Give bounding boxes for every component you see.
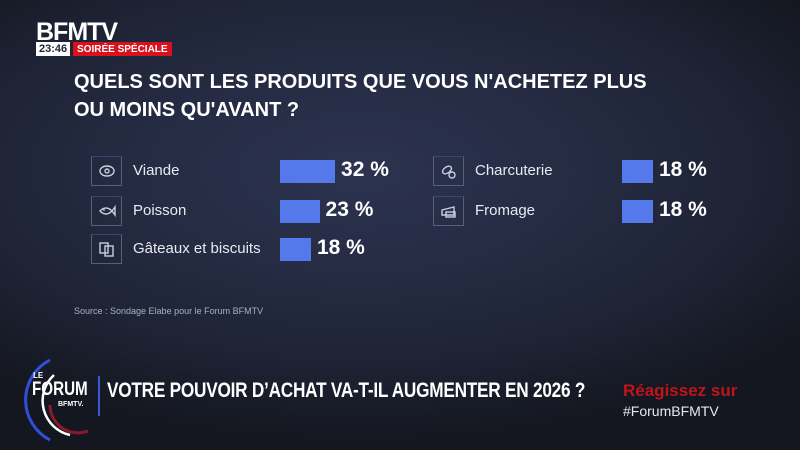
- category-label: Viande: [133, 162, 180, 179]
- chart-title: QUELS SONT LES PRODUITS QUE VOUS N'ACHET…: [74, 71, 647, 121]
- chart-row: Fromage 18 %: [433, 196, 763, 226]
- chart-row: Charcuterie 18 %: [433, 156, 763, 186]
- bar: [280, 160, 336, 183]
- category-label: Charcuterie: [475, 162, 553, 179]
- banner-headline: VOTRE POUVOIR D’ACHAT VA-T-IL AUGMENTER …: [107, 379, 586, 402]
- forum-arc-icon: [24, 358, 89, 442]
- chart-row: Viande 32 %: [91, 156, 421, 186]
- logo-forum: FORUM: [32, 379, 88, 400]
- bar: [622, 160, 653, 183]
- channel-logo: BFMTV: [36, 18, 118, 46]
- value-label: 23 %: [325, 198, 374, 221]
- bar: [280, 200, 320, 223]
- sausage-icon: [433, 156, 464, 186]
- bar: [280, 238, 311, 261]
- fish-icon: [91, 196, 122, 226]
- cookies-icon: [91, 234, 122, 264]
- chart-source: Source : Sondage Elabe pour le Forum BFM…: [74, 306, 264, 316]
- forum-logo: LE FORUM BFMTV.: [20, 355, 100, 445]
- chart-row: Gâteaux et biscuits 18 %: [91, 234, 421, 264]
- value-label: 32 %: [341, 158, 389, 181]
- category-label: Gâteaux et biscuits: [133, 240, 261, 257]
- hashtag: #ForumBFMTV: [623, 403, 719, 419]
- react-label: Réagissez sur: [623, 381, 738, 400]
- value-label: 18 %: [316, 236, 365, 259]
- program-badge: SOIRÉE SPÉCIALE: [73, 42, 172, 56]
- meat-icon: [91, 156, 122, 186]
- cheese-icon: [433, 196, 464, 226]
- category-label: Poisson: [133, 202, 187, 219]
- value-label: 18 %: [658, 198, 707, 221]
- clock: 23:46: [36, 42, 71, 56]
- logo-bfmtv: BFMTV.: [58, 401, 84, 408]
- banner-divider: [98, 376, 100, 416]
- chart-row: Poisson 23 %: [91, 196, 421, 226]
- value-label: 18 %: [658, 158, 707, 181]
- logo-le: LE: [33, 371, 44, 380]
- bar: [622, 200, 653, 223]
- category-label: Fromage: [475, 202, 536, 219]
